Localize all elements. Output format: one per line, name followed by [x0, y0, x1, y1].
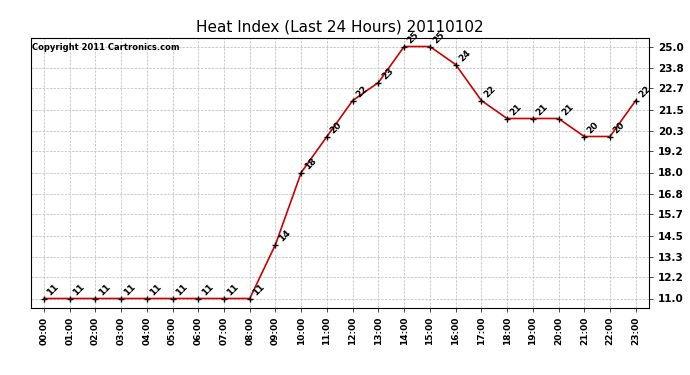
Text: 11: 11 — [46, 282, 61, 297]
Text: 14: 14 — [277, 228, 292, 243]
Text: 23: 23 — [380, 66, 395, 81]
Text: 11: 11 — [148, 282, 164, 297]
Text: 11: 11 — [251, 282, 266, 297]
Text: 11: 11 — [174, 282, 189, 297]
Text: 11: 11 — [226, 282, 241, 297]
Text: 20: 20 — [611, 120, 627, 135]
Text: 11: 11 — [123, 282, 138, 297]
Text: 22: 22 — [354, 84, 369, 99]
Text: 11: 11 — [71, 282, 86, 297]
Text: 24: 24 — [457, 48, 472, 63]
Text: 20: 20 — [328, 120, 344, 135]
Text: 25: 25 — [431, 30, 446, 45]
Text: 18: 18 — [303, 156, 318, 171]
Text: 21: 21 — [560, 102, 575, 117]
Text: 11: 11 — [199, 282, 215, 297]
Text: 11: 11 — [97, 282, 112, 297]
Text: 21: 21 — [534, 102, 549, 117]
Text: 21: 21 — [509, 102, 524, 117]
Text: 22: 22 — [483, 84, 498, 99]
Title: Heat Index (Last 24 Hours) 20110102: Heat Index (Last 24 Hours) 20110102 — [196, 20, 484, 35]
Text: 20: 20 — [586, 120, 601, 135]
Text: 22: 22 — [637, 84, 652, 99]
Text: Copyright 2011 Cartronics.com: Copyright 2011 Cartronics.com — [32, 43, 180, 52]
Text: 25: 25 — [406, 30, 421, 45]
